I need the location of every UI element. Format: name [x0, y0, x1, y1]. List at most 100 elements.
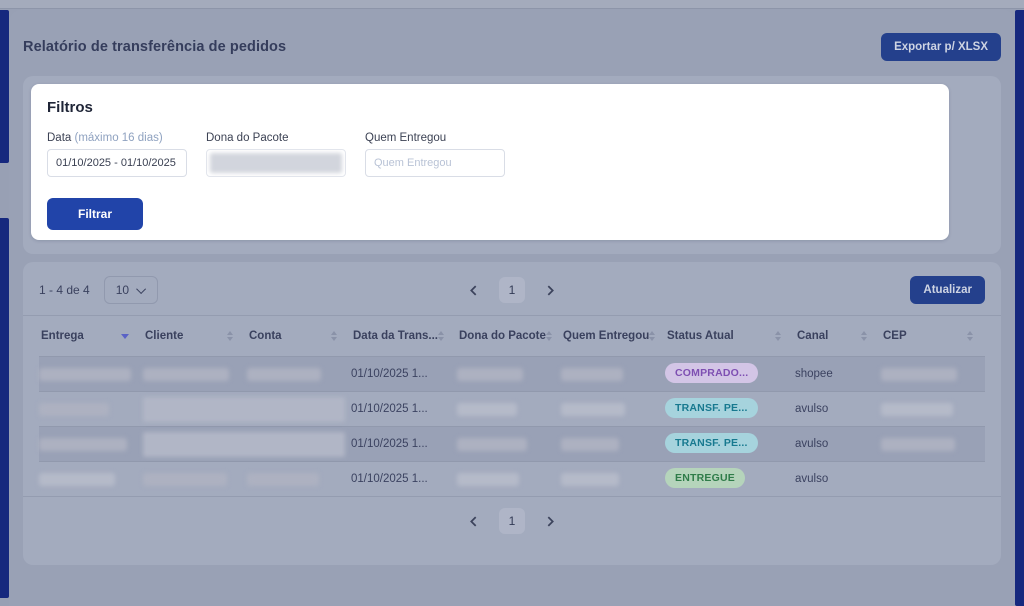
results-range-text: 1 - 4 de 4	[39, 283, 90, 297]
column-label: Data da Trans...	[353, 330, 439, 342]
sort-desc-icon	[121, 333, 129, 339]
table-section: 1 - 4 de 4 10 1 Atualizar Entrega	[23, 262, 1001, 565]
cell-dona-do-pacote	[457, 402, 561, 416]
cell-cliente	[143, 431, 345, 457]
cell-quem-entregou	[561, 367, 665, 381]
cell-quem-entregou	[561, 402, 665, 416]
page-header: Relatório de transferência de pedidos Ex…	[23, 33, 1001, 61]
export-xlsx-button[interactable]: Exportar p/ XLSX	[881, 33, 1001, 61]
chevron-right-icon	[547, 284, 554, 296]
table-toolbar: 1 - 4 de 4 10 1 Atualizar	[39, 275, 985, 305]
cell-dona-do-pacote	[457, 437, 561, 451]
pagination-top: 1	[39, 277, 985, 303]
cell-status: TRANSF. PE...	[665, 397, 795, 421]
column-header-conta[interactable]: Conta	[247, 330, 351, 342]
deliverer-input[interactable]	[365, 149, 505, 177]
date-label-text: Data	[47, 132, 72, 144]
sort-icon	[861, 331, 867, 341]
cell-data-transferencia: 01/10/2025 1...	[351, 403, 428, 415]
filter-fields-row: Data (máximo 16 dias) Dona do Pacote Que…	[47, 132, 933, 177]
table-header-row: Entrega Cliente Conta Data da Trans... D…	[39, 316, 985, 356]
column-label: Entrega	[41, 330, 84, 342]
table-footer: 1	[23, 496, 1001, 534]
cell-cliente	[143, 472, 247, 486]
filter-submit-button[interactable]: Filtrar	[47, 198, 144, 230]
prev-page-button[interactable]	[462, 281, 485, 300]
date-range-input[interactable]	[47, 149, 187, 177]
column-label: Cliente	[145, 330, 184, 342]
column-header-status-atual[interactable]: Status Atual	[665, 330, 795, 342]
next-page-button[interactable]	[539, 512, 562, 531]
table-row[interactable]: 01/10/2025 1... ENTREGUE avulso	[39, 461, 985, 496]
page-number-button[interactable]: 1	[499, 277, 525, 303]
cell-canal: avulso	[795, 473, 829, 485]
divider	[23, 315, 1001, 316]
table-row[interactable]: 01/10/2025 1... TRANSF. PE... avulso	[39, 391, 985, 426]
date-field: Data (máximo 16 dias)	[47, 132, 187, 177]
package-owner-input[interactable]	[206, 149, 346, 177]
cell-entrega	[39, 437, 143, 451]
cell-conta	[247, 472, 351, 486]
status-badge: COMPRADO...	[665, 362, 759, 383]
cell-conta	[247, 367, 351, 381]
redacted-value	[210, 153, 342, 173]
filters-section: Filtros Data (máximo 16 dias) Dona do Pa…	[23, 76, 1001, 254]
column-header-entrega[interactable]: Entrega	[39, 330, 143, 342]
sort-icon	[775, 331, 781, 341]
cell-entrega	[39, 367, 143, 381]
column-label: Canal	[797, 330, 829, 342]
cell-canal: avulso	[795, 438, 829, 450]
refresh-button[interactable]: Atualizar	[910, 276, 985, 304]
cell-dona-do-pacote	[457, 472, 561, 486]
page-title: Relatório de transferência de pedidos	[23, 39, 287, 55]
sort-icon	[331, 331, 337, 341]
cell-cep	[881, 437, 987, 451]
date-label: Data (máximo 16 dias)	[47, 132, 187, 144]
column-label: Conta	[249, 330, 282, 342]
column-header-cep[interactable]: CEP	[881, 330, 987, 342]
sidebar-edge-top	[0, 10, 9, 163]
page-size-select[interactable]: 10	[103, 276, 159, 304]
table-row[interactable]: 01/10/2025 1... TRANSF. PE... avulso	[39, 426, 985, 461]
deliverer-label: Quem Entregou	[365, 132, 447, 144]
sidebar-edge-bottom	[0, 218, 9, 598]
page-size-value: 10	[115, 283, 130, 297]
cell-data-transferencia: 01/10/2025 1...	[351, 438, 428, 450]
column-header-dona-do-pacote[interactable]: Dona do Pacote	[457, 330, 561, 342]
cell-cliente	[143, 367, 247, 381]
status-badge: TRANSF. PE...	[665, 432, 758, 453]
column-header-cliente[interactable]: Cliente	[143, 330, 247, 342]
status-badge: TRANSF. PE...	[665, 397, 758, 418]
cell-entrega	[39, 402, 143, 416]
sort-icon	[967, 331, 973, 341]
cell-quem-entregou	[561, 472, 665, 486]
sort-icon	[438, 331, 445, 341]
cell-cep	[881, 402, 987, 416]
window-top-strip	[0, 0, 1024, 9]
column-label: Status Atual	[667, 330, 734, 342]
chevron-left-icon	[470, 284, 477, 296]
page-number-button[interactable]: 1	[499, 508, 525, 534]
next-page-button[interactable]	[539, 281, 562, 300]
date-hint: (máximo 16 dias)	[74, 132, 163, 144]
status-badge: ENTREGUE	[665, 467, 745, 488]
cell-quem-entregou	[561, 437, 665, 451]
column-header-canal[interactable]: Canal	[795, 330, 881, 342]
cell-status: COMPRADO...	[665, 362, 795, 386]
right-edge-rail	[1015, 10, 1024, 606]
cell-data-transferencia: 01/10/2025 1...	[351, 473, 428, 485]
cell-cliente	[143, 396, 345, 422]
cell-data-transferencia: 01/10/2025 1...	[351, 368, 428, 380]
cell-dona-do-pacote	[457, 367, 561, 381]
table-row[interactable]: 01/10/2025 1... COMPRADO... shopee	[39, 356, 985, 391]
column-header-quem-entregou[interactable]: Quem Entregou	[561, 330, 665, 342]
filters-card: Filtros Data (máximo 16 dias) Dona do Pa…	[31, 84, 949, 240]
cell-entrega	[39, 472, 143, 486]
prev-page-button[interactable]	[462, 512, 485, 531]
column-header-data-transferencia[interactable]: Data da Trans...	[351, 330, 457, 342]
cell-canal: avulso	[795, 403, 829, 415]
package-owner-label: Dona do Pacote	[206, 132, 289, 144]
sort-icon	[227, 331, 233, 341]
sort-icon	[545, 331, 552, 341]
chevron-right-icon	[547, 515, 554, 527]
